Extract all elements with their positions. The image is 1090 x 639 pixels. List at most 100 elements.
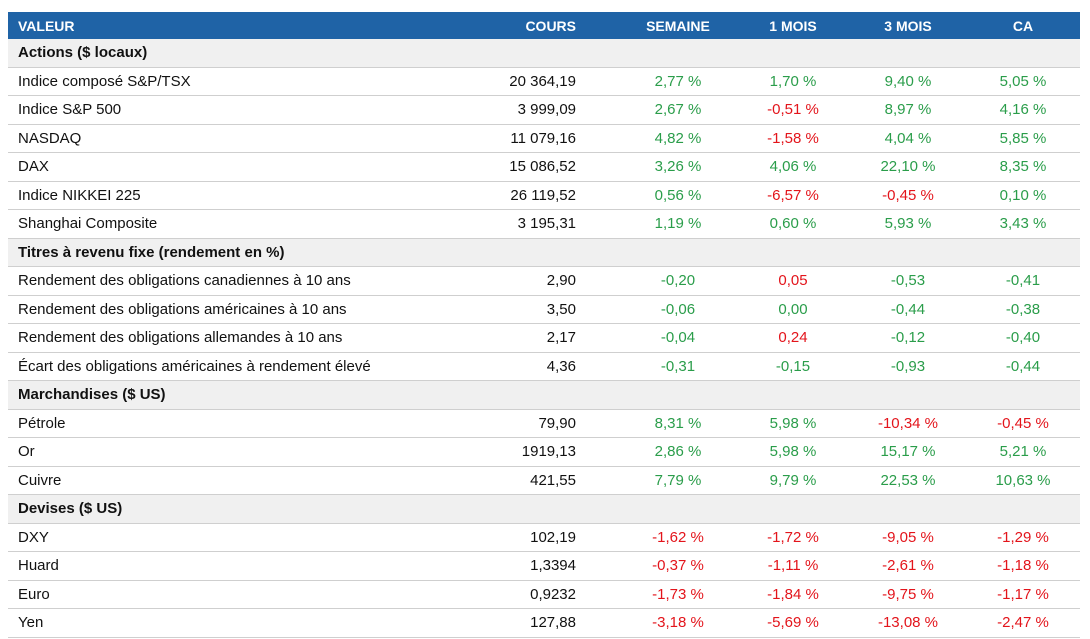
value-cell: 3 195,31 [517, 215, 576, 233]
value-cell: 0,00 [778, 300, 808, 318]
value-cell: -2,61 % [882, 557, 934, 575]
value-cell: -0,40 [1005, 329, 1041, 347]
value-cell: 3 999,09 [517, 101, 576, 119]
column-header: CA [1012, 17, 1034, 34]
value-cell: 79,90 [538, 414, 576, 432]
column-header: VALEUR [18, 17, 75, 34]
value-cell: -6,57 % [767, 186, 819, 204]
value-cell: 4,04 % [884, 129, 932, 147]
value-cell: -0,38 [1005, 300, 1041, 318]
row-label: Rendement des obligations canadiennes à … [18, 272, 351, 290]
row-label: Indice S&P 500 [18, 101, 122, 119]
data-row: Indice S&P 500 3 999,09 2,67 % -0,51 % 8,97 … [8, 96, 1080, 125]
column-header: SEMAINE [646, 17, 710, 34]
value-cell: -0,06 [660, 300, 696, 318]
value-cell: -1,73 % [652, 585, 704, 603]
row-label: Indice composé S&P/TSX [18, 72, 191, 90]
data-row: Indice NIKKEI 225 26 119,52 0,56 % -6,57 % -… [8, 182, 1080, 210]
value-cell: -1,17 % [997, 585, 1049, 603]
value-cell: 11 079,16 [510, 129, 576, 147]
value-cell: 3,50 [546, 300, 576, 318]
value-cell: 4,82 % [654, 129, 702, 147]
value-cell: 0,10 % [999, 186, 1047, 204]
value-cell: -0,20 [660, 272, 696, 290]
value-cell: 10,63 % [995, 471, 1051, 489]
value-cell: -10,34 % [877, 414, 939, 432]
value-cell: -1,58 % [767, 129, 819, 147]
value-cell: 9,40 % [884, 72, 932, 90]
value-cell: 8,31 % [654, 414, 702, 432]
row-label: NASDAQ [18, 129, 82, 147]
section-title: Titres à revenu fixe (rendement en %) [18, 243, 285, 261]
value-cell: -0,44 [1005, 357, 1041, 375]
value-cell: 8,97 % [884, 101, 932, 119]
data-row: Shanghai Composite 3 195,31 1,19 % 0,60 % 5,… [8, 210, 1080, 239]
data-row: Écart des obligations américaines à rend… [8, 353, 1080, 381]
value-cell: 3,43 % [999, 215, 1047, 233]
value-cell: 5,93 % [884, 215, 932, 233]
value-cell: 421,55 [530, 471, 576, 489]
value-cell: 7,79 % [654, 471, 702, 489]
section-row: Actions ($ locaux) [8, 39, 1080, 68]
value-cell: 15,17 % [880, 443, 936, 461]
data-row: DXY 102,19 -1,62 % -1,72 % -9,05 % -1,29 % [8, 524, 1080, 552]
data-row: NASDAQ 11 079,16 4,82 % -1,58 % 4,04 % 5,85 % [8, 125, 1080, 153]
data-row: Indice composé S&P/TSX 20 364,19 2,77 % 1,7… [8, 68, 1080, 96]
value-cell: 1,70 % [769, 72, 817, 90]
data-row: DAX 15 086,52 3,26 % 4,06 % 22,10 % 8,35 % [8, 153, 1080, 182]
value-cell: 2,90 [546, 272, 576, 290]
value-cell: 0,05 [778, 272, 808, 290]
column-header: 3 MOIS [884, 17, 932, 34]
column-header: 1 MOIS [769, 17, 817, 34]
value-cell: 127,88 [530, 614, 576, 632]
value-cell: 0,9232 [530, 585, 576, 603]
value-cell: 1919,13 [521, 443, 576, 461]
column-header: COURS [525, 17, 576, 34]
data-row: Or 1919,13 2,86 % 5,98 % 15,17 % 5,21 % [8, 438, 1080, 467]
value-cell: -1,18 % [997, 557, 1049, 575]
value-cell: -2,47 % [997, 614, 1049, 632]
value-cell: 0,56 % [654, 186, 702, 204]
section-title: Marchandises ($ US) [18, 386, 166, 404]
section-row: Titres à revenu fixe (rendement en %) [8, 238, 1080, 267]
data-row: Rendement des obligations américaines à … [8, 296, 1080, 324]
value-cell: 2,77 % [654, 72, 702, 90]
value-cell: -0,31 [660, 357, 696, 375]
data-row: Rendement des obligations allemandes à 1… [8, 324, 1080, 353]
row-label: Indice NIKKEI 225 [18, 186, 141, 204]
value-cell: -1,84 % [767, 585, 819, 603]
value-cell: 2,86 % [654, 443, 702, 461]
value-cell: -1,72 % [767, 528, 819, 546]
value-cell: -3,18 % [652, 614, 704, 632]
value-cell: -0,45 % [997, 414, 1049, 432]
value-cell: -0,15 [775, 357, 811, 375]
value-cell: -0,37 % [652, 557, 704, 575]
row-label: Shanghai Composite [18, 215, 158, 233]
row-label: Cuivre [18, 471, 62, 489]
value-cell: 2,17 [546, 329, 576, 347]
value-cell: -0,44 [890, 300, 926, 318]
data-row: Yen 127,88 -3,18 % -5,69 % -13,08 % -2,47 % [8, 609, 1080, 638]
value-cell: 8,35 % [999, 158, 1047, 176]
row-label: Or [18, 443, 35, 461]
row-label: Euro [18, 585, 50, 603]
value-cell: -13,08 % [877, 614, 939, 632]
value-cell: -5,69 % [767, 614, 819, 632]
value-cell: 2,67 % [654, 101, 702, 119]
value-cell: 5,21 % [999, 443, 1047, 461]
value-cell: 1,3394 [530, 557, 576, 575]
section-row: Marchandises ($ US) [8, 381, 1080, 410]
value-cell: 5,98 % [769, 443, 817, 461]
value-cell: -1,11 % [767, 557, 819, 575]
value-cell: -1,62 % [652, 528, 704, 546]
data-row: Huard 1,3394 -0,37 % -1,11 % -2,61 % -1,18 % [8, 552, 1080, 581]
data-row: Rendement des obligations canadiennes à … [8, 267, 1080, 296]
value-cell: 26 119,52 [510, 186, 576, 204]
section-title: Actions ($ locaux) [18, 44, 148, 62]
value-cell: 4,06 % [769, 158, 817, 176]
data-row: Pétrole 79,90 8,31 % 5,98 % -10,34 % -0,45 % [8, 410, 1080, 438]
row-label: Rendement des obligations allemandes à 1… [18, 329, 343, 347]
row-label: Rendement des obligations américaines à … [18, 300, 347, 318]
row-label: DXY [18, 528, 49, 546]
